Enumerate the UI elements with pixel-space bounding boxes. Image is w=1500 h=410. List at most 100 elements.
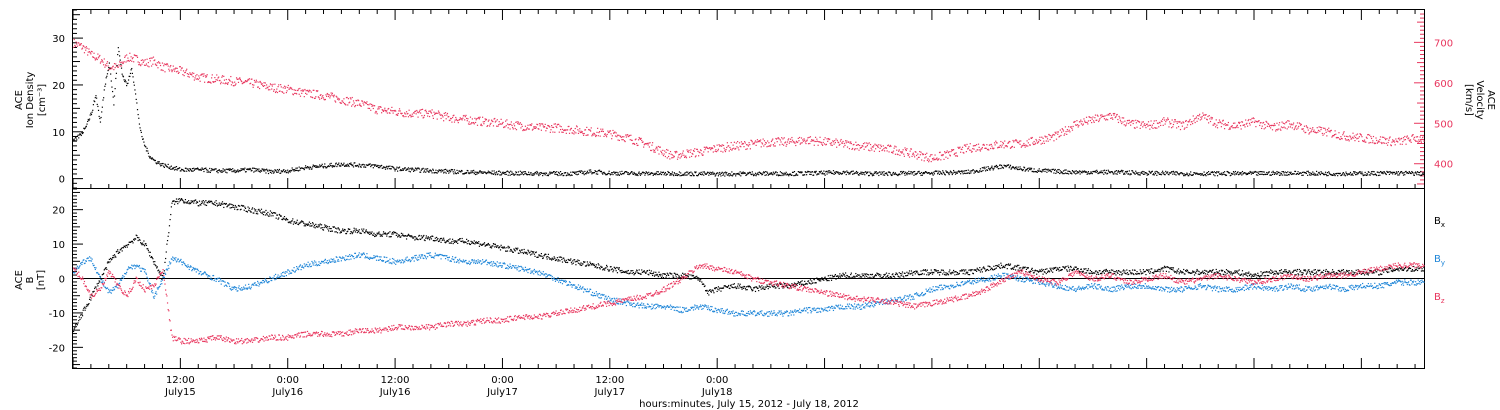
data-point [492,173,495,175]
data-point [549,126,551,128]
data-point [1404,135,1406,138]
data-point [275,90,277,92]
data-point [295,167,297,169]
data-point [1259,124,1261,127]
data-point [83,45,85,48]
data-point [869,171,871,173]
data-point [1230,126,1232,128]
data-point [1048,133,1050,136]
data-point [519,170,521,172]
data-point [1309,127,1311,130]
data-point [623,173,625,175]
data-point [1140,124,1142,126]
data-point [807,143,810,145]
data-point [742,172,744,175]
data-point [991,165,993,167]
data-point [379,106,381,108]
data-point [1308,172,1310,174]
data-point [319,166,321,168]
data-point [770,172,773,174]
data-point [237,204,240,207]
data-point [343,102,346,105]
data-point [111,90,114,93]
data-point [271,211,273,214]
data-point [1181,125,1183,127]
data-point [100,116,102,119]
data-point [136,235,138,237]
data-point [906,148,908,150]
data-point [249,167,251,170]
data-point [96,103,98,106]
data-point [587,172,589,174]
data-point [614,172,616,175]
data-point [1099,172,1102,174]
data-point [990,143,992,146]
data-point [326,92,328,95]
data-point [386,112,388,114]
data-point [1188,121,1190,123]
data-point [520,173,522,175]
data-point [1285,121,1288,123]
data-point [1311,173,1313,176]
data-point [500,118,502,120]
data-point [360,105,362,107]
data-point [814,170,816,173]
data-point [1334,130,1336,132]
data-point [181,169,183,171]
data-point [602,172,604,174]
data-point [80,43,82,45]
data-point [1078,121,1081,123]
data-point [1036,140,1038,142]
data-point [810,140,812,142]
data-point [497,125,499,127]
data-point [235,77,238,79]
data-point [1065,169,1067,171]
data-point [1249,170,1251,173]
data-point [400,113,403,115]
data-point [282,169,284,172]
data-point [1026,140,1028,142]
data-point [399,110,401,112]
data-point [239,205,241,207]
data-point [640,137,642,140]
data-point [239,78,241,80]
data-point [1387,141,1389,144]
data-point [412,168,414,170]
data-point [604,172,606,174]
data-point [80,134,82,137]
data-point [384,166,386,169]
data-point [169,66,171,68]
data-point [308,224,310,226]
data-point [251,207,254,209]
data-point [1170,122,1172,125]
data-point [991,147,994,149]
data-point [1094,114,1097,116]
data-point [1167,117,1169,119]
data-point [1230,174,1232,176]
data-point [140,65,142,67]
data-point [753,143,755,145]
data-point [1353,172,1355,174]
data-point [94,59,96,61]
data-point [240,208,242,210]
data-point [101,111,103,113]
data-point [274,169,276,171]
data-point [825,170,828,172]
data-point [301,220,303,222]
data-point [1243,124,1245,126]
data-point [154,159,157,162]
data-point [805,171,807,174]
data-point [1015,166,1017,168]
data-point [1379,138,1381,141]
data-point [932,174,934,176]
data-point [266,214,268,216]
data-point [931,173,934,175]
data-point [1033,168,1035,170]
data-point [215,200,217,202]
data-point [986,169,989,171]
data-point [1001,166,1003,168]
data-point [959,146,961,148]
data-point [189,202,192,205]
data-point [170,64,172,67]
data-point [556,173,558,176]
